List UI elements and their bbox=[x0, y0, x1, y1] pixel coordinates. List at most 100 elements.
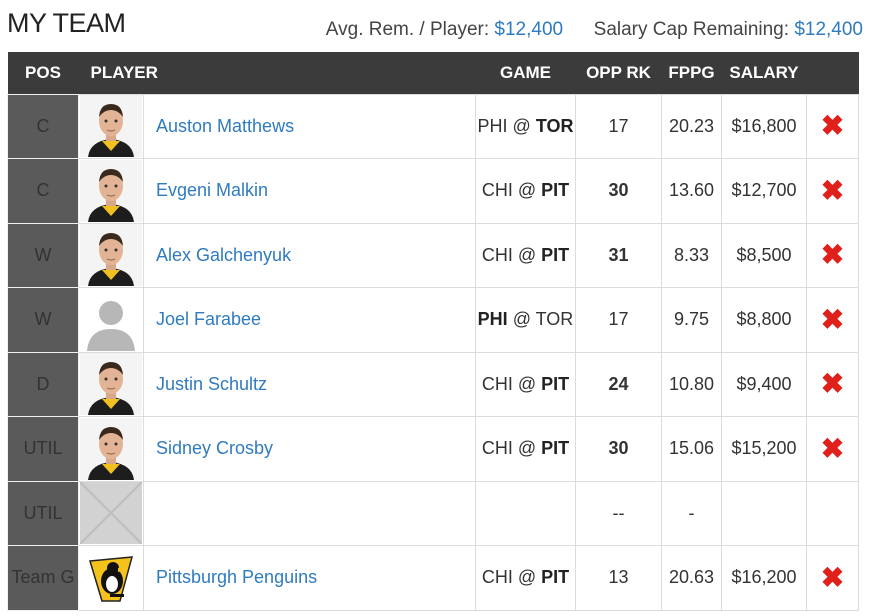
salary-cell: $8,800 bbox=[721, 287, 807, 353]
avg-remaining-value: $12,400 bbox=[494, 19, 564, 40]
column-header-game[interactable]: GAME bbox=[475, 52, 576, 94]
game-separator: @ bbox=[512, 373, 542, 394]
game-cell: CHI @ PIT bbox=[475, 222, 576, 288]
photo-cell bbox=[78, 351, 144, 417]
game-separator: @ bbox=[507, 115, 536, 136]
page-title: MY TEAM bbox=[7, 8, 126, 38]
remove-player-button[interactable]: ✖ bbox=[820, 110, 845, 142]
game-cell bbox=[475, 480, 576, 546]
table-row: D Justin Schultz CHI @ PIT 24 10.80 $9,400 ✖ bbox=[7, 351, 859, 417]
player-name-link bbox=[143, 480, 476, 546]
table-row: W Alex Galchenyuk CHI @ PIT 31 8.33 $8,500 ✖ bbox=[7, 222, 859, 288]
remove-cell: ✖ bbox=[806, 545, 859, 611]
silhouette bbox=[80, 288, 142, 351]
home-team: TOR bbox=[535, 115, 574, 136]
table-row: W Joel Farabee PHI @ TOR 17 9.75 $8,800 ✖ bbox=[7, 287, 859, 353]
player-photo bbox=[80, 95, 142, 158]
fppg-cell: 13.60 bbox=[661, 158, 722, 224]
player-name-link[interactable]: Sidney Crosby bbox=[143, 416, 476, 482]
remove-cell: ✖ bbox=[806, 158, 859, 224]
away-team: CHI bbox=[481, 438, 513, 459]
remove-cell bbox=[806, 480, 859, 546]
photo-cell bbox=[78, 545, 144, 611]
game-cell: PHI @ TOR bbox=[475, 93, 576, 159]
away-team: CHI bbox=[481, 244, 513, 265]
position-cell: C bbox=[7, 158, 79, 224]
table-row: C Evgeni Malkin CHI @ PIT 30 13.60 $12,700 ✖ bbox=[7, 158, 859, 224]
salary-cell: $15,200 bbox=[721, 416, 807, 482]
player-name-link[interactable]: Auston Matthews bbox=[143, 93, 476, 159]
position-cell: UTIL bbox=[7, 416, 79, 482]
player-name-link[interactable]: Joel Farabee bbox=[143, 287, 476, 353]
game-cell: CHI @ PIT bbox=[475, 351, 576, 417]
salary-cell: $8,500 bbox=[721, 222, 807, 288]
empty-slot bbox=[80, 482, 142, 545]
player-name-link[interactable]: Alex Galchenyuk bbox=[143, 222, 476, 288]
player-name-link[interactable]: Pittsburgh Penguins bbox=[143, 545, 476, 611]
column-header-pos[interactable]: POS bbox=[7, 52, 79, 94]
fppg-cell: 15.06 bbox=[661, 416, 722, 482]
position-cell: C bbox=[7, 93, 79, 159]
remove-player-button[interactable]: ✖ bbox=[820, 239, 845, 271]
column-header-remove bbox=[806, 52, 859, 94]
player-photo bbox=[80, 417, 142, 480]
game-cell: CHI @ PIT bbox=[475, 416, 576, 482]
home-team: PIT bbox=[541, 180, 570, 201]
photo-cell bbox=[78, 93, 144, 159]
remove-cell: ✖ bbox=[806, 222, 859, 288]
opp-rank-cell: 13 bbox=[575, 545, 662, 611]
player-photo bbox=[80, 353, 142, 416]
team-logo bbox=[80, 546, 142, 609]
team-header: MY TEAM Avg. Rem. / Player: $12,400 Sala… bbox=[7, 0, 863, 50]
player-name-link[interactable]: Justin Schultz bbox=[143, 351, 476, 417]
fppg-cell: 10.80 bbox=[661, 351, 722, 417]
player-photo bbox=[80, 224, 142, 287]
home-team: TOR bbox=[535, 309, 574, 330]
table-row: UTIL Sidney Crosby CHI @ PIT 30 15.06 $15,200… bbox=[7, 416, 859, 482]
table-row: UTIL -- - bbox=[7, 480, 859, 546]
cap-remaining-label: Salary Cap Remaining: bbox=[593, 19, 790, 40]
remove-player-button[interactable]: ✖ bbox=[820, 303, 845, 335]
position-cell: W bbox=[7, 287, 79, 353]
fppg-cell: 20.63 bbox=[661, 545, 722, 611]
player-photo bbox=[80, 159, 142, 222]
remove-player-button[interactable]: ✖ bbox=[820, 174, 845, 206]
away-team: PHI bbox=[477, 115, 508, 136]
away-team: CHI bbox=[481, 373, 513, 394]
column-header-opp-rk[interactable]: OPP RK bbox=[575, 52, 662, 94]
opp-rank-cell: 17 bbox=[575, 287, 662, 353]
opp-rank-cell: 30 bbox=[575, 416, 662, 482]
photo-cell bbox=[78, 158, 144, 224]
opp-rank-cell: 24 bbox=[575, 351, 662, 417]
avg-remaining-label: Avg. Rem. / Player: bbox=[325, 19, 490, 40]
remove-cell: ✖ bbox=[806, 287, 859, 353]
opp-rank-cell: 17 bbox=[575, 93, 662, 159]
game-separator: @ bbox=[512, 567, 542, 588]
table-row: Team G Pittsburgh Penguins CHI @ PIT 13 20.6… bbox=[7, 545, 859, 611]
away-team: CHI bbox=[481, 567, 513, 588]
home-team: PIT bbox=[541, 244, 570, 265]
player-name-link[interactable]: Evgeni Malkin bbox=[143, 158, 476, 224]
game-cell: CHI @ PIT bbox=[475, 158, 576, 224]
remove-player-button[interactable]: ✖ bbox=[820, 561, 845, 593]
photo-cell bbox=[78, 287, 144, 353]
game-cell: PHI @ TOR bbox=[475, 287, 576, 353]
away-team: PHI bbox=[477, 309, 508, 330]
game-separator: @ bbox=[512, 180, 542, 201]
fppg-cell: 20.23 bbox=[661, 93, 722, 159]
remove-player-button[interactable]: ✖ bbox=[820, 432, 845, 464]
salary-cell bbox=[721, 480, 807, 546]
table-header-row: POS PLAYER GAME OPP RK FPPG SALARY bbox=[7, 52, 859, 94]
salary-cell: $12,700 bbox=[721, 158, 807, 224]
column-header-player[interactable]: PLAYER bbox=[78, 52, 476, 94]
game-separator: @ bbox=[512, 438, 542, 459]
game-cell: CHI @ PIT bbox=[475, 545, 576, 611]
position-cell: D bbox=[7, 351, 79, 417]
salary-cell: $9,400 bbox=[721, 351, 807, 417]
remove-player-button[interactable]: ✖ bbox=[820, 368, 845, 400]
photo-cell bbox=[78, 480, 144, 546]
column-header-salary[interactable]: SALARY bbox=[721, 52, 807, 94]
column-header-fppg[interactable]: FPPG bbox=[661, 52, 722, 94]
home-team: PIT bbox=[541, 567, 570, 588]
photo-cell bbox=[78, 222, 144, 288]
